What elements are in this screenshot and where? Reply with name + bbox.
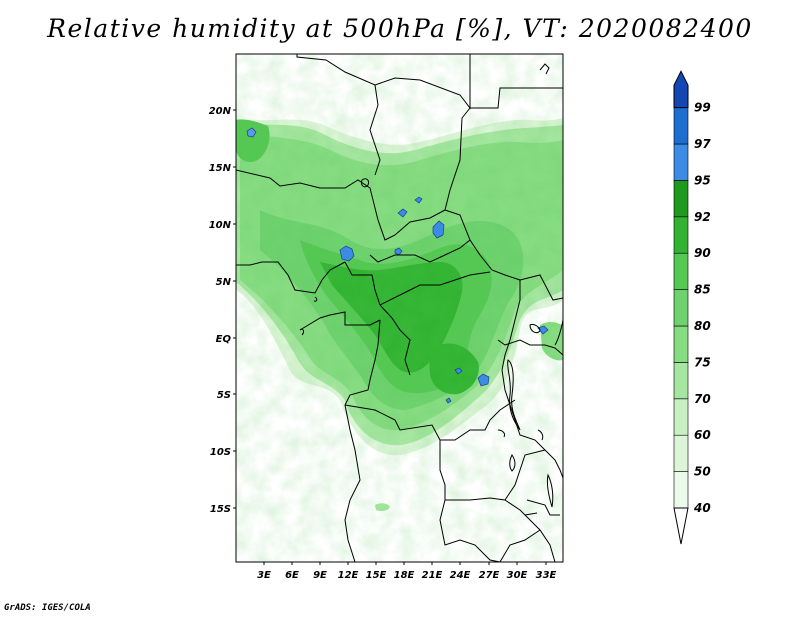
lakes xyxy=(299,63,563,516)
colorbar-label: 85 xyxy=(694,283,711,297)
colorbar-label: 40 xyxy=(693,501,711,515)
lon-label: 30E xyxy=(507,570,528,581)
map-panel xyxy=(236,54,563,562)
lat-label: 5S xyxy=(217,390,231,401)
colorbar-label: 97 xyxy=(694,137,711,151)
lon-label: 27E xyxy=(479,570,500,581)
colorbar-label: 99 xyxy=(694,101,711,115)
lat-label: 5N xyxy=(216,277,232,288)
lat-axis: 20N 15N 10N 5N EQ 5S 10S 15S xyxy=(209,106,232,515)
lon-label: 6E xyxy=(285,570,299,581)
colorbar-segment xyxy=(673,70,689,109)
colorbar-label: 92 xyxy=(694,210,711,224)
colorbar-label: 60 xyxy=(694,428,711,442)
colorbar-label: 95 xyxy=(694,173,711,187)
lon-label: 9E xyxy=(313,570,327,581)
lon-label: 15E xyxy=(366,570,387,581)
colorbar-label: 70 xyxy=(694,392,711,406)
grads-credit: GrADS: IGES/COLA xyxy=(4,603,91,613)
colorbar-label: 50 xyxy=(694,465,711,479)
colorbar-segment xyxy=(673,434,689,472)
colorbar-segment xyxy=(673,289,689,327)
colorbar-label: 90 xyxy=(694,246,711,260)
colorbar-segment xyxy=(673,143,689,181)
lon-label: 3E xyxy=(257,570,271,581)
lon-label: 12E xyxy=(338,570,359,581)
colorbar: 40 50 60 70 75 80 85 90 92 95 97 99 xyxy=(673,70,711,545)
colorbar-segment xyxy=(673,252,689,290)
lon-label: 33E xyxy=(536,570,557,581)
colorbar-segment xyxy=(673,471,689,509)
lon-label: 24E xyxy=(450,570,471,581)
plot-title: Relative humidity at 500hPa [%], VT: 202… xyxy=(47,14,753,43)
colorbar-segment xyxy=(673,325,689,363)
lat-label: 10N xyxy=(209,220,232,231)
colorbar-segment xyxy=(673,362,689,400)
lon-axis: 3E 6E 9E 12E 15E 18E 21E 24E 27E 30E 33E xyxy=(257,570,556,581)
country-borders xyxy=(236,54,563,562)
colorbar-segment xyxy=(673,216,689,254)
lat-label: 15N xyxy=(209,163,232,174)
lon-label: 18E xyxy=(394,570,415,581)
colorbar-segment xyxy=(673,107,689,145)
lon-label: 21E xyxy=(422,570,443,581)
colorbar-lower-arrow xyxy=(673,507,689,545)
colorbar-segment xyxy=(673,398,689,436)
lat-label: 20N xyxy=(209,106,232,117)
lat-label: 10S xyxy=(210,447,231,458)
colorbar-label: 75 xyxy=(694,355,711,369)
map-frame xyxy=(235,53,564,563)
lat-label: EQ xyxy=(216,334,232,345)
lat-label: 15S xyxy=(210,504,231,515)
colorbar-segment xyxy=(673,180,689,218)
colorbar-label: 80 xyxy=(694,319,711,333)
